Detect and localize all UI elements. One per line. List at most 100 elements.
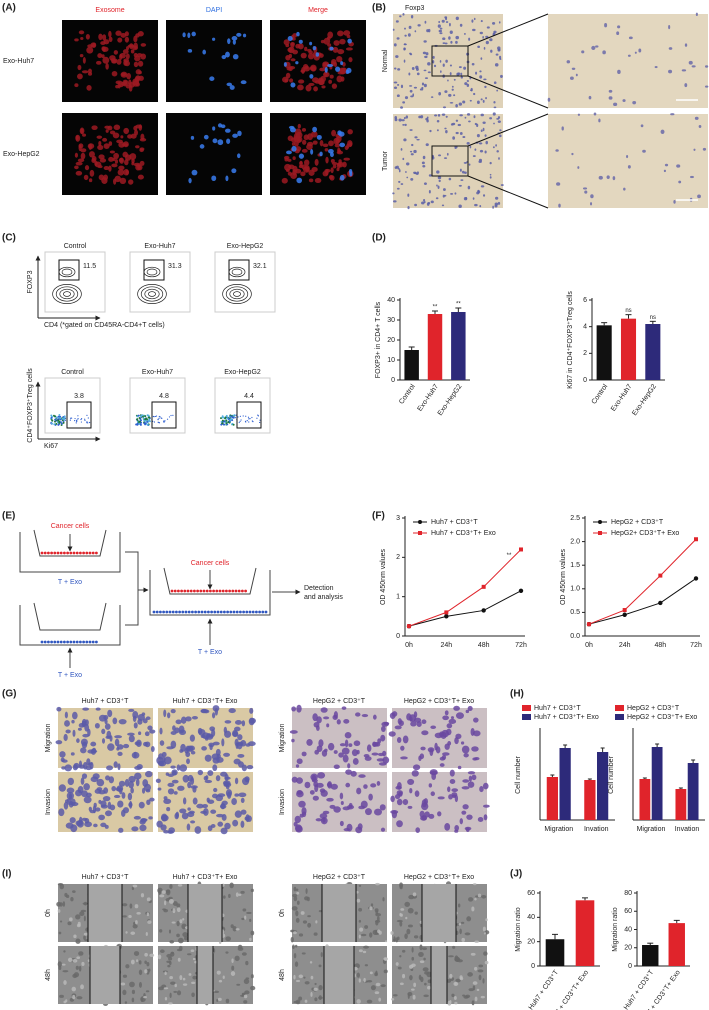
diagram-label: Cancer cells: [191, 560, 230, 567]
cell: [307, 922, 312, 928]
cell: [358, 774, 366, 778]
cell: [414, 136, 418, 139]
cell-dot: [181, 610, 185, 614]
cell: [420, 746, 426, 751]
cell: [468, 775, 473, 782]
cell: [484, 150, 487, 154]
cell: [76, 738, 80, 743]
cell: [460, 72, 463, 76]
contour: [222, 284, 252, 304]
cell: [461, 786, 470, 790]
cell: [393, 936, 396, 942]
cell: [203, 775, 208, 781]
event: [239, 420, 241, 422]
cell: [448, 36, 451, 40]
cell: [424, 982, 427, 986]
cell: [164, 997, 168, 1001]
cell: [80, 36, 84, 41]
cell: [408, 25, 412, 29]
cell: [366, 999, 373, 1004]
event: [59, 417, 62, 420]
cell: [426, 971, 432, 978]
cell: [310, 975, 314, 980]
error-bar: [552, 933, 558, 940]
contour: [233, 291, 241, 297]
cell: [94, 807, 101, 812]
cell: [396, 919, 403, 923]
cell: [116, 747, 120, 751]
cell: [100, 822, 107, 828]
cell: [435, 197, 439, 200]
event: [147, 414, 150, 417]
cell: [492, 112, 496, 116]
cell: [478, 974, 482, 981]
cell: [627, 165, 631, 169]
cell: [462, 804, 469, 810]
cell: [453, 705, 460, 711]
error-bar: [587, 778, 592, 780]
cell: [454, 1001, 458, 1005]
cell: [390, 931, 394, 935]
cell: [115, 30, 122, 36]
cell: [485, 40, 489, 45]
cell: [316, 725, 320, 731]
x-tick-label: Invation: [675, 826, 700, 833]
cell: [343, 719, 350, 724]
cell: [484, 85, 487, 89]
cell: [424, 20, 427, 24]
cell: [497, 201, 501, 205]
diagram-label: T + Exo: [58, 672, 82, 679]
cell: [166, 960, 171, 964]
cell: [477, 969, 484, 973]
cell: [296, 777, 303, 784]
cell: [176, 920, 180, 927]
cell: [307, 915, 311, 918]
event: [61, 417, 64, 420]
diagram-label: and analysis: [304, 594, 343, 601]
cell: [299, 160, 303, 167]
cell: [223, 752, 230, 757]
legend-swatch: [615, 705, 624, 711]
cell: [237, 753, 245, 758]
cell-dot: [43, 640, 47, 644]
diagram-label: Cancer cells: [51, 523, 90, 530]
cell: [438, 154, 441, 157]
cell: [466, 814, 473, 820]
cell: [500, 184, 504, 186]
cell: [476, 100, 480, 104]
cell: [130, 787, 134, 794]
cell: [449, 769, 455, 777]
cell-dot: [245, 610, 249, 614]
cell-dot: [207, 610, 210, 614]
cell: [359, 927, 364, 932]
bar: [427, 314, 443, 380]
cell: [312, 795, 319, 801]
micrograph: [291, 769, 387, 834]
cell: [191, 31, 196, 37]
cell: [94, 722, 100, 729]
cell: [405, 115, 409, 119]
cell: [241, 952, 247, 956]
cell: [460, 921, 465, 924]
micrograph: [56, 882, 153, 944]
cell: [439, 27, 443, 30]
cell: [348, 743, 353, 747]
cell: [482, 978, 485, 984]
column-header: HepG2 + CD3⁺T+ Exo: [404, 698, 474, 705]
cell: [79, 127, 85, 135]
y-tick-label: 60: [624, 908, 632, 915]
y-axis-label: Cell number: [515, 755, 522, 793]
cell: [71, 719, 75, 724]
cell: [695, 12, 698, 17]
cell: [326, 36, 331, 41]
cell: [471, 19, 474, 23]
cell: [376, 758, 385, 762]
cell: [307, 53, 315, 60]
cell: [422, 155, 426, 160]
cell: [116, 59, 122, 65]
cell: [319, 151, 323, 157]
cell: [396, 37, 400, 40]
cell: [397, 167, 400, 170]
cell-dot: [170, 589, 174, 593]
cell: [427, 747, 435, 753]
